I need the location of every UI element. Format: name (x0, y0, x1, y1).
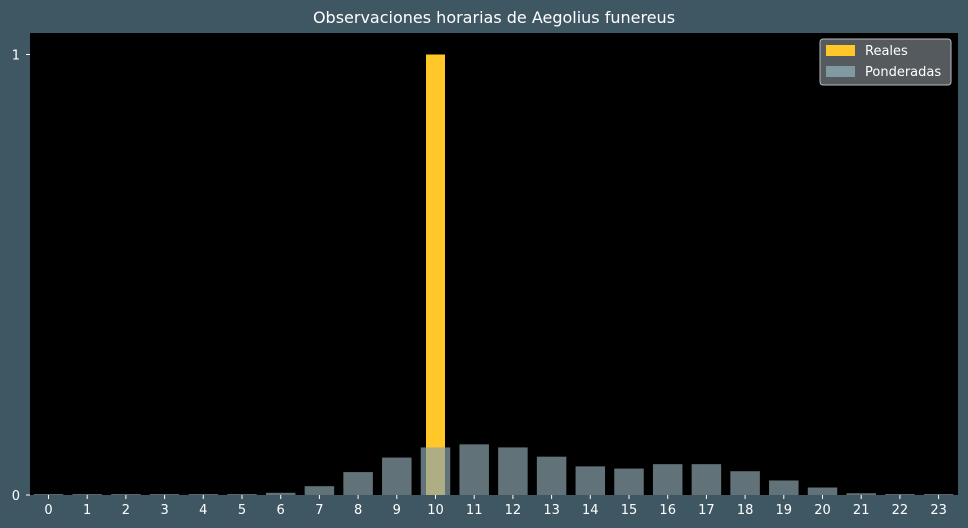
x-axis: 0 1 2 3 4 5 6 7 8 9 10 11 12 13 14 15 16 17 18 19 20 21 22 23 (44, 495, 947, 518)
bar-ponderadas-15 (614, 468, 644, 495)
bar-ponderadas-9 (382, 457, 412, 495)
bar-ponderadas-10 (420, 447, 451, 495)
bar-ponderadas-8 (343, 472, 373, 495)
bar-reales-10 (426, 54, 445, 495)
x-tick-label-7: 7 (315, 503, 323, 518)
legend-label-ponderadas: Ponderadas (865, 65, 941, 80)
x-tick-label-2: 2 (122, 503, 130, 518)
x-tick-label-19: 19 (776, 503, 793, 518)
bar-ponderadas-4 (188, 494, 219, 495)
bar-ponderadas-7 (304, 486, 335, 495)
x-tick-label-10: 10 (427, 503, 444, 518)
legend-swatch-reales (826, 45, 855, 56)
legend-swatch-ponderadas (826, 66, 855, 77)
bar-ponderadas-21 (846, 493, 876, 495)
x-tick-label-9: 9 (393, 503, 401, 518)
y-tick-label-0: 0 (12, 489, 20, 504)
x-tick-label-12: 12 (505, 503, 522, 518)
x-tick-label-6: 6 (277, 503, 285, 518)
legend-label-reales: Reales (865, 44, 908, 59)
bar-ponderadas-16 (652, 464, 683, 495)
x-tick-label-0: 0 (44, 503, 52, 518)
x-tick-label-8: 8 (354, 503, 362, 518)
x-tick-label-21: 21 (853, 503, 870, 518)
bar-ponderadas-22 (885, 494, 915, 495)
x-tick-label-22: 22 (892, 503, 909, 518)
bar-ponderadas-1 (72, 494, 102, 495)
bar-ponderadas-13 (536, 456, 567, 495)
x-tick-label-20: 20 (814, 503, 831, 518)
bar-ponderadas-12 (498, 447, 528, 495)
x-tick-label-18: 18 (737, 503, 754, 518)
legend: Reales Ponderadas (819, 38, 952, 86)
bars-reales (426, 54, 445, 495)
x-tick-label-13: 13 (543, 503, 560, 518)
bars-ponderadas (33, 444, 954, 495)
bar-ponderadas-20 (807, 487, 838, 495)
bar-ponderadas-6 (265, 492, 296, 495)
x-tick-label-17: 17 (698, 503, 715, 518)
y-axis: 01 (12, 49, 30, 504)
x-tick-label-16: 16 (659, 503, 676, 518)
plot-area (30, 33, 958, 495)
bar-ponderadas-0 (33, 494, 64, 495)
x-tick-label-14: 14 (582, 503, 599, 518)
bar-ponderadas-5 (227, 494, 257, 495)
x-tick-label-15: 15 (621, 503, 638, 518)
chart-title: Observaciones horarias de Aegolius funer… (313, 8, 675, 27)
x-tick-label-11: 11 (466, 503, 483, 518)
x-tick-label-3: 3 (160, 503, 168, 518)
bar-ponderadas-23 (923, 494, 954, 495)
bar-ponderadas-3 (149, 494, 180, 495)
bar-ponderadas-11 (459, 444, 489, 495)
bar-ponderadas-19 (769, 480, 799, 495)
x-tick-label-1: 1 (83, 503, 91, 518)
bar-ponderadas-2 (111, 494, 141, 495)
bar-ponderadas-14 (575, 466, 606, 495)
x-tick-label-23: 23 (930, 503, 947, 518)
bar-ponderadas-17 (691, 464, 722, 495)
x-tick-label-5: 5 (238, 503, 246, 518)
bar-ponderadas-18 (730, 471, 760, 495)
y-tick-label-1: 1 (12, 49, 20, 64)
x-tick-label-4: 4 (199, 503, 207, 518)
